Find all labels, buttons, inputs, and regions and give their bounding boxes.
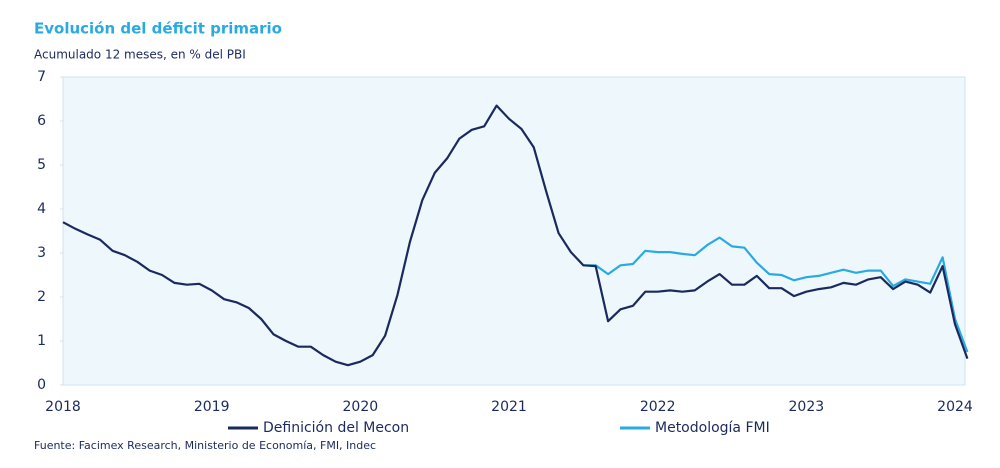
y-tick-label: 2 xyxy=(37,289,46,305)
x-tick-label: 2019 xyxy=(194,399,230,415)
y-tick-label: 7 xyxy=(37,69,46,85)
legend-label: Metodología FMI xyxy=(655,420,770,436)
series-line xyxy=(583,236,969,353)
y-tick-label: 5 xyxy=(37,157,46,173)
y-tick-label: 6 xyxy=(37,113,46,129)
source: Fuente: Facimex Research, Ministerio de … xyxy=(34,439,376,452)
x-tick-label: 2021 xyxy=(491,399,527,415)
y-tick-label: 3 xyxy=(37,245,46,261)
series-line xyxy=(62,104,969,367)
x-tick-label: 2024 xyxy=(937,399,973,415)
x-tick-label: 2022 xyxy=(640,399,676,415)
legend-label: Definición del Mecon xyxy=(263,420,409,436)
plot-area xyxy=(62,76,966,386)
y-tick-label: 4 xyxy=(37,201,46,217)
chart-subtitle: Acumulado 12 meses, en % del PBI xyxy=(34,48,246,62)
x-tick-label: 2020 xyxy=(343,399,379,415)
x-tick-label: 2018 xyxy=(45,399,81,415)
y-tick-label: 1 xyxy=(37,333,46,349)
x-tick-label: 2023 xyxy=(789,399,825,415)
chart-title: Evolución del déficit primario xyxy=(34,20,282,38)
y-tick-label: 0 xyxy=(37,377,46,393)
